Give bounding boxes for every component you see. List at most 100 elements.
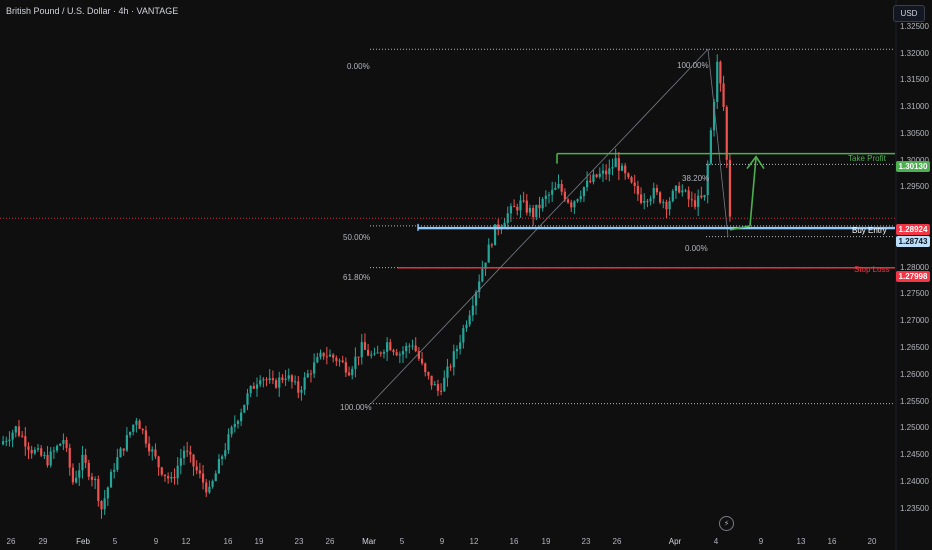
candle <box>87 462 90 477</box>
candle <box>592 174 595 182</box>
candle <box>411 345 414 347</box>
candle <box>382 351 386 354</box>
candle <box>414 345 417 352</box>
candle <box>370 354 373 356</box>
candle <box>624 165 627 174</box>
candle <box>5 440 8 442</box>
candle <box>671 190 674 202</box>
candle <box>179 458 182 466</box>
candle <box>687 190 690 200</box>
candle <box>262 379 265 381</box>
take-profit-price-tag: 1.30130 <box>896 161 930 172</box>
candle <box>560 183 563 192</box>
fib-large-100-label: 100.00% <box>340 403 372 412</box>
candle <box>154 449 157 457</box>
candle <box>217 459 221 474</box>
y-tick-label: 1.26500 <box>900 342 929 352</box>
candle <box>90 476 94 480</box>
candle <box>474 292 478 306</box>
candle <box>122 448 125 451</box>
candle <box>224 450 227 457</box>
candle <box>119 448 122 458</box>
candle <box>655 187 659 193</box>
candle <box>300 389 303 393</box>
candle <box>17 426 21 436</box>
candle <box>639 194 643 203</box>
fib-small-0-label: 0.00% <box>685 244 708 253</box>
candle <box>712 101 716 131</box>
y-tick-label: 1.26000 <box>900 369 929 379</box>
candle <box>573 201 576 208</box>
candle <box>598 173 601 177</box>
candle <box>163 474 167 477</box>
candle <box>525 200 528 213</box>
candle <box>344 362 347 373</box>
candle <box>532 207 535 218</box>
candle <box>722 83 725 107</box>
candle <box>294 381 297 383</box>
candle <box>389 342 392 351</box>
candle <box>338 360 341 362</box>
y-tick-label: 1.28000 <box>900 262 929 272</box>
x-tick-label: 29 <box>38 537 48 546</box>
x-tick-label: 9 <box>439 537 445 546</box>
projection-arrow-shaft <box>749 157 757 226</box>
candle <box>176 465 179 479</box>
candle <box>535 204 538 218</box>
candle <box>205 482 208 493</box>
candle <box>84 454 87 463</box>
candle <box>208 486 211 493</box>
y-tick-label: 1.30500 <box>900 128 929 138</box>
lightning-bolt-icon[interactable]: ⚡ <box>719 516 734 531</box>
x-tick-label: 5 <box>399 537 405 546</box>
x-tick-label: 9 <box>153 537 159 546</box>
candle <box>357 356 360 358</box>
x-tick-label: Mar <box>362 537 376 546</box>
candle <box>376 352 379 354</box>
candle <box>652 187 655 199</box>
candle <box>725 106 728 160</box>
candle <box>452 351 455 368</box>
candle <box>246 393 249 405</box>
candle <box>30 449 33 454</box>
candle <box>33 449 36 454</box>
candle <box>221 456 224 460</box>
candle <box>586 180 589 188</box>
candle <box>703 195 706 198</box>
y-tick-label: 1.31000 <box>900 102 929 112</box>
candle <box>332 354 335 358</box>
candle <box>68 447 71 468</box>
candle <box>274 380 278 388</box>
candle <box>132 424 135 432</box>
buy-entry-label: Buy Entry <box>852 226 887 235</box>
candle <box>325 356 328 358</box>
candle <box>538 204 541 209</box>
candle <box>138 420 141 429</box>
y-tick-label: 1.25000 <box>900 423 929 433</box>
candle <box>81 454 84 471</box>
candle <box>2 441 5 445</box>
candle <box>252 386 255 389</box>
candle <box>243 404 246 413</box>
candle <box>509 206 513 214</box>
candle <box>576 199 579 202</box>
candle <box>236 421 240 424</box>
candle <box>151 449 154 452</box>
candle <box>284 378 287 381</box>
candle <box>465 324 468 329</box>
fib-large-50-label: 50.00% <box>343 233 371 242</box>
currency-button[interactable]: USD <box>893 5 925 22</box>
candle <box>322 352 325 357</box>
candle <box>71 467 75 483</box>
x-tick-label: 19 <box>541 537 551 546</box>
y-tick-label: 1.31500 <box>900 75 929 85</box>
x-tick-label: 5 <box>112 537 118 546</box>
candle <box>401 351 405 355</box>
x-tick-label: 16 <box>827 537 837 546</box>
x-tick-label: 16 <box>509 537 519 546</box>
candle <box>487 244 490 263</box>
candle <box>563 191 566 200</box>
candle <box>46 455 49 466</box>
x-tick-label: 16 <box>223 537 233 546</box>
